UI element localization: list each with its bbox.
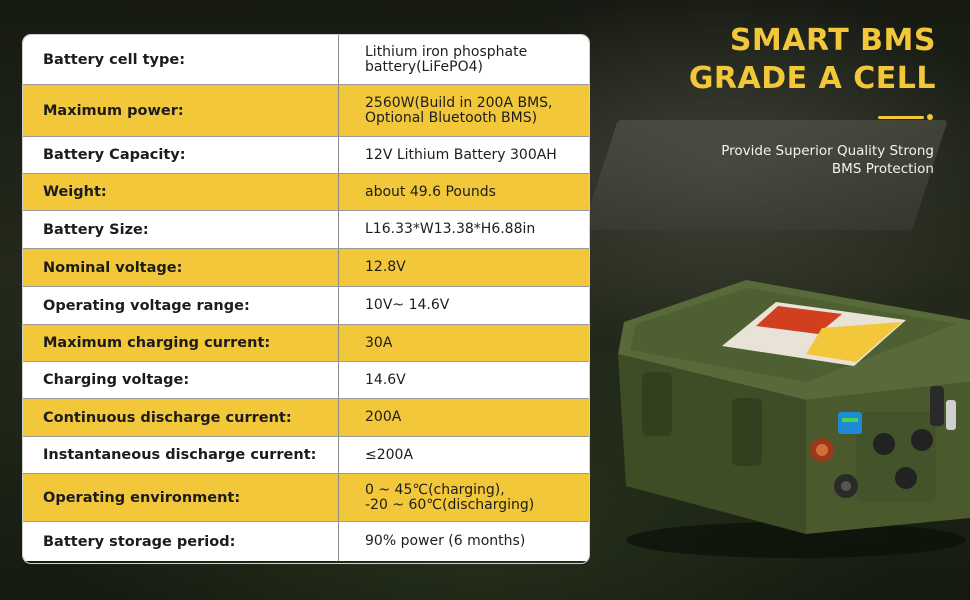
spec-value: about 49.6 Pounds — [365, 183, 496, 200]
spec-label: Battery Capacity: — [23, 137, 339, 173]
spec-label: Charging voltage: — [23, 362, 339, 398]
spec-row-cell-type: Battery cell type: Lithium iron phosphat… — [23, 35, 589, 85]
accent-divider — [878, 116, 924, 119]
spec-row-max-power: Maximum power: 2560W(Build in 200A BMS, … — [23, 85, 589, 137]
headline: SMART BMS GRADE A CELL — [689, 22, 936, 98]
spec-value: 12.8V — [365, 259, 406, 276]
spec-label: Battery storage period: — [23, 522, 339, 561]
spec-row-operating-environment: Operating environment: 0 ~ 45℃(charging)… — [23, 474, 589, 522]
spec-value: 10V~ 14.6V — [365, 297, 450, 314]
spec-value: 30A — [365, 334, 393, 351]
spec-label: Operating voltage range: — [23, 287, 339, 324]
spec-value: ≤200A — [365, 446, 414, 463]
spec-value: 2560W(Build in 200A BMS, Optional Blueto… — [365, 94, 553, 126]
spec-row-charging-voltage: Charging voltage: 14.6V — [23, 362, 589, 399]
spec-row-weight: Weight: about 49.6 Pounds — [23, 174, 589, 211]
spec-label: Operating environment: — [23, 474, 339, 521]
spec-value: L16.33*W13.38*H6.88in — [365, 221, 536, 238]
headline-line-1: SMART BMS — [729, 23, 936, 58]
feature-subtext: Provide Superior Quality Strong BMS Prot… — [721, 142, 934, 178]
spec-row-max-charging-current: Maximum charging current: 30A — [23, 325, 589, 362]
subtext-line-2: BMS Protection — [831, 161, 934, 177]
spec-label: Maximum power: — [23, 85, 339, 136]
spec-row-capacity: Battery Capacity: 12V Lithium Battery 30… — [23, 137, 589, 174]
spec-label: Battery cell type: — [23, 35, 339, 84]
spec-row-instantaneous-discharge: Instantaneous discharge current: ≤200A — [23, 437, 589, 474]
spec-row-voltage-range: Operating voltage range: 10V~ 14.6V — [23, 287, 589, 325]
spec-row-storage-period: Battery storage period: 90% power (6 mon… — [23, 522, 589, 561]
accent-divider-dot — [927, 114, 933, 120]
spec-label: Continuous discharge current: — [23, 399, 339, 436]
spec-row-continuous-discharge: Continuous discharge current: 200A — [23, 399, 589, 437]
spec-table: Battery cell type: Lithium iron phosphat… — [22, 34, 590, 564]
spec-value: 12V Lithium Battery 300AH — [365, 146, 557, 163]
spec-label: Maximum charging current: — [23, 325, 339, 361]
spec-value: Lithium iron phosphate battery(LiFePO4) — [365, 43, 528, 75]
spec-label: Battery Size: — [23, 211, 339, 248]
battery-case-image — [618, 280, 970, 558]
subtext-line-1: Provide Superior Quality Strong — [721, 143, 934, 159]
spec-label: Weight: — [23, 174, 339, 210]
spec-value: 0 ~ 45℃(charging), -20 ~ 60℃(discharging… — [365, 481, 535, 513]
spec-row-nominal-voltage: Nominal voltage: 12.8V — [23, 249, 589, 287]
spec-row-size: Battery Size: L16.33*W13.38*H6.88in — [23, 211, 589, 249]
headline-line-2: GRADE A CELL — [688, 61, 936, 96]
spec-label: Instantaneous discharge current: — [23, 437, 339, 473]
spec-value: 200A — [365, 409, 402, 426]
spec-value: 14.6V — [365, 371, 406, 388]
spec-label: Nominal voltage: — [23, 249, 339, 286]
spec-value: 90% power (6 months) — [365, 533, 526, 550]
